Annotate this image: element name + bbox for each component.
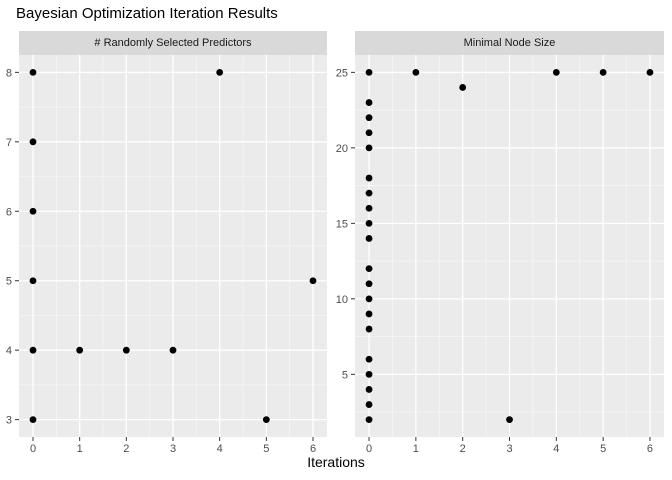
data-point: [29, 416, 37, 424]
y-axis-tick-label: 6: [6, 206, 12, 218]
data-point: [552, 68, 560, 76]
data-point: [365, 401, 373, 408]
data-point: [365, 114, 373, 122]
data-point: [29, 277, 37, 285]
y-axis-tick-label: 4: [6, 345, 12, 357]
data-point: [365, 174, 373, 182]
x-axis-tick-label: 6: [310, 443, 316, 455]
x-axis-tick-label: 1: [413, 443, 419, 455]
data-point: [29, 207, 37, 215]
data-point: [365, 99, 373, 106]
y-axis-tick-label: 20: [336, 143, 348, 155]
x-axis-tick-label: 2: [123, 443, 129, 455]
y-axis-tick-label: 5: [342, 369, 348, 381]
data-point: [309, 277, 317, 285]
y-axis-tick-label: 3: [6, 415, 12, 427]
y-axis-tick-label: 25: [336, 67, 348, 79]
data-point: [216, 68, 224, 76]
data-point: [76, 346, 84, 354]
y-axis-tick-label: 5: [6, 276, 12, 288]
x-axis-tick-label: 4: [553, 443, 559, 455]
y-axis-tick-label: 10: [336, 294, 348, 306]
data-point: [29, 138, 37, 146]
data-point: [365, 325, 373, 333]
data-point: [365, 189, 373, 197]
y-axis-tick-label: 7: [6, 137, 12, 149]
data-point: [365, 386, 373, 393]
data-point: [365, 204, 373, 212]
data-point: [365, 310, 373, 318]
data-point: [29, 68, 37, 76]
data-point: [365, 355, 373, 363]
x-axis-title: Iterations: [307, 454, 365, 470]
data-point: [365, 370, 373, 378]
data-point: [365, 235, 373, 242]
x-axis-tick-label: 3: [506, 443, 512, 455]
facet-strip-label: # Randomly Selected Predictors: [94, 37, 252, 49]
facet-strip-label: Minimal Node Size: [463, 37, 556, 49]
x-axis-tick-label: 4: [217, 443, 223, 455]
x-axis-tick-label: 5: [600, 443, 606, 455]
data-point: [646, 68, 654, 76]
facet-strip-node-size: Minimal Node Size: [355, 31, 664, 55]
data-point: [412, 68, 420, 76]
x-axis-tick-label: 3: [170, 443, 176, 455]
chart-title: Bayesian Optimization Iteration Results: [16, 5, 278, 22]
data-point: [365, 144, 373, 152]
facet-strip-predictors: # Randomly Selected Predictors: [19, 31, 327, 55]
data-point: [599, 68, 607, 76]
data-point: [169, 346, 177, 354]
data-point: [365, 280, 373, 288]
data-point: [365, 219, 373, 227]
x-axis-tick-label: 6: [647, 443, 653, 455]
data-point: [29, 346, 37, 354]
data-point: [365, 68, 373, 76]
x-axis-tick-label: 5: [263, 443, 269, 455]
y-axis-tick-label: 8: [6, 67, 12, 79]
data-point: [365, 265, 373, 273]
x-axis-tick-label: 2: [460, 443, 466, 455]
data-point: [459, 84, 467, 91]
data-point: [262, 416, 270, 424]
y-axis-tick-label: 15: [336, 218, 348, 230]
x-axis-tick-label: 0: [30, 443, 36, 455]
x-axis-tick-label: 0: [366, 443, 372, 455]
data-point: [506, 416, 513, 424]
x-axis-tick-label: 1: [77, 443, 83, 455]
data-point: [122, 346, 130, 354]
data-point: [365, 129, 373, 137]
data-point: [365, 416, 373, 424]
data-point: [365, 295, 373, 303]
